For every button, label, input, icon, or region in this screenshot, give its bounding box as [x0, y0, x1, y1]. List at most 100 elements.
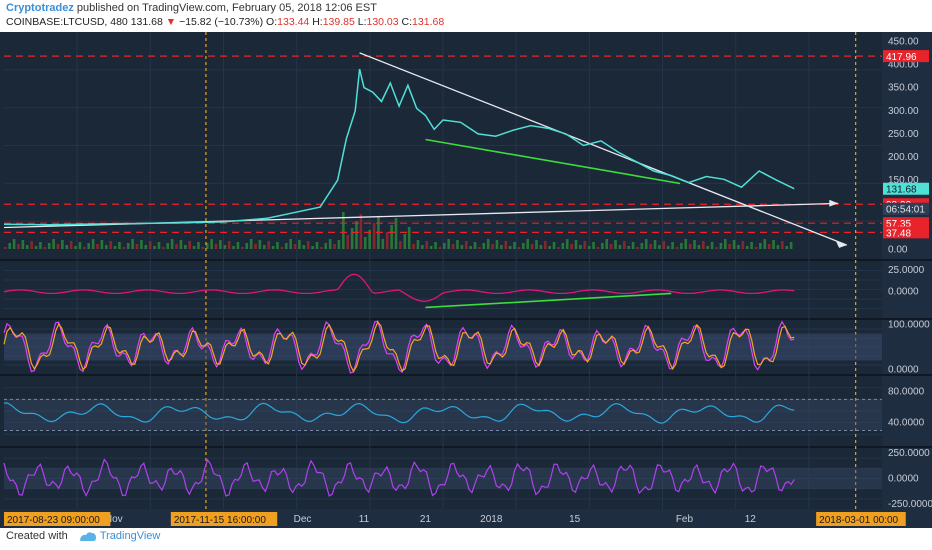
- volume-bar: [543, 241, 547, 249]
- high-label: H:: [312, 16, 323, 28]
- volume-bar: [759, 243, 762, 249]
- volume-bar: [170, 239, 174, 249]
- volume-bar: [83, 247, 86, 249]
- volume-bar: [183, 245, 187, 249]
- volume-bar: [666, 246, 670, 249]
- volume-bar: [346, 235, 350, 249]
- volume-bar: [754, 247, 758, 249]
- volume-bar: [34, 246, 38, 249]
- volume-bar: [298, 240, 301, 249]
- stoch-k-line: [3, 320, 795, 374]
- volume-bar: [368, 230, 371, 249]
- support-trendline: [425, 138, 681, 185]
- volume-bar: [249, 239, 253, 249]
- volume-bar: [175, 244, 178, 249]
- volume-bar: [552, 242, 556, 249]
- rsi-band: [4, 399, 882, 431]
- time-axis-label: 2018: [480, 514, 503, 525]
- volume-bar: [56, 244, 60, 249]
- volume-bar: [280, 247, 284, 249]
- volume-bar: [675, 247, 679, 249]
- volume-bar: [144, 245, 148, 249]
- volume-bar: [324, 243, 328, 249]
- volume-bar: [166, 243, 170, 249]
- volume-bar: [223, 245, 227, 249]
- volume-bar: [412, 244, 415, 249]
- last-price-label: 131.68: [886, 185, 917, 196]
- tradingview-brand[interactable]: TradingView: [99, 530, 161, 542]
- volume-bar: [276, 242, 279, 249]
- volume-bar: [482, 243, 486, 249]
- volume-bar: [4, 247, 7, 249]
- open-value: 133.44: [277, 16, 310, 28]
- volume-bar: [706, 246, 709, 249]
- price-axis-tick: 450.00: [888, 36, 919, 47]
- volume-bar: [522, 243, 525, 249]
- volume-bar: [157, 242, 161, 249]
- level-label: 417.96: [886, 52, 917, 63]
- volume-bar: [403, 234, 407, 249]
- volume-bar: [245, 243, 249, 249]
- price-axis-tick: 400.00: [888, 59, 919, 70]
- time-axis-label: 11: [359, 514, 370, 525]
- volume-bar: [140, 240, 143, 249]
- volume-bar: [328, 239, 332, 249]
- volume-bar: [227, 241, 231, 249]
- volume-bar: [684, 239, 688, 249]
- price-line: [3, 68, 795, 226]
- time-axis-label: 21: [420, 514, 432, 525]
- volume-bar: [504, 241, 508, 249]
- volume-bar: [21, 240, 25, 249]
- volume-bar: [148, 241, 152, 249]
- down-arrow-icon: ▼: [165, 16, 177, 28]
- volume-bar: [399, 241, 402, 249]
- volume-bar: [267, 241, 270, 249]
- volume-bar: [579, 245, 582, 249]
- volume-bar: [61, 240, 64, 249]
- volume-bar: [548, 246, 551, 249]
- chart-canvas[interactable]: 450.00400.00350.00300.00250.00200.00150.…: [0, 32, 932, 528]
- rsi-line: [4, 402, 795, 424]
- date-marker-tag: [816, 512, 906, 526]
- date-marker-label: 2017-11-15 16:00:00: [174, 515, 267, 526]
- volume-bar: [232, 246, 235, 249]
- volume-bar: [104, 245, 108, 249]
- volume-bar: [306, 241, 310, 249]
- volume-bar: [118, 242, 121, 249]
- countdown-label: 06:54:01: [886, 205, 925, 216]
- volume-bar: [179, 240, 183, 249]
- time-axis-label: 12: [745, 514, 757, 525]
- trendline-arrow-icon: [829, 199, 839, 207]
- volume-bar: [236, 242, 240, 249]
- volume-bar: [381, 239, 385, 249]
- volume-bar: [592, 242, 595, 249]
- cci-line: [3, 458, 795, 498]
- volume-bar: [263, 245, 266, 249]
- level-tag: [883, 226, 929, 239]
- volume-bar: [627, 246, 630, 249]
- indicator-axis-tick: -250.0000: [888, 499, 932, 510]
- volume-bar: [767, 244, 771, 249]
- publish-info: published on TradingView.com, February 0…: [73, 2, 377, 14]
- volume-bar: [565, 239, 569, 249]
- volume-bar: [315, 242, 319, 249]
- volume-bar: [772, 240, 775, 249]
- price-axis-tick: 0.00: [888, 245, 908, 256]
- volume-bar: [131, 239, 134, 249]
- volume-bar: [87, 243, 91, 249]
- volume-bar: [438, 247, 442, 249]
- author-link[interactable]: Cryptotradez: [6, 2, 74, 14]
- volume-bar: [460, 245, 464, 249]
- volume-bar: [205, 243, 209, 249]
- date-marker-tag: [4, 512, 111, 526]
- indicator-axis-tick: 80.0000: [888, 387, 925, 398]
- volume-bar: [636, 247, 639, 249]
- volume-bar: [609, 244, 613, 249]
- volume-bar: [434, 242, 437, 249]
- indicator-axis-tick: 0.0000: [888, 287, 919, 298]
- volume-bar: [486, 239, 490, 249]
- volume-bar: [293, 244, 297, 249]
- volume-bar: [135, 244, 139, 249]
- volume-bar: [74, 246, 77, 249]
- momentum-divergence-line: [425, 292, 672, 309]
